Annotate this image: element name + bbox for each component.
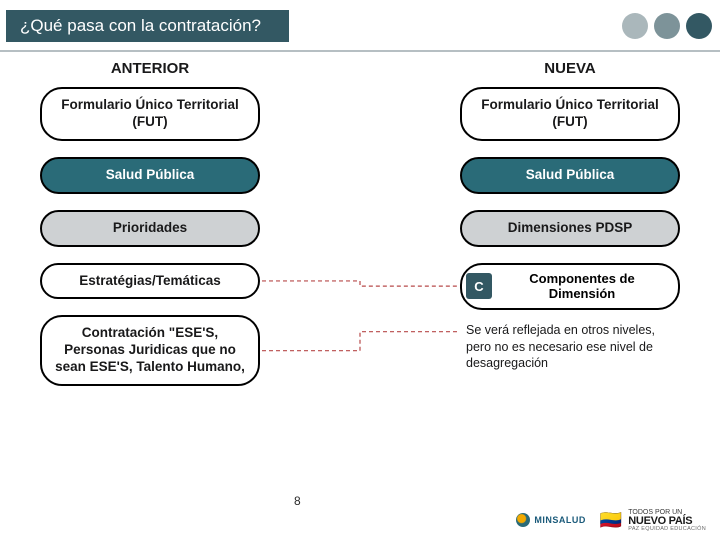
np-sub: PAZ EQUIDAD EDUCACIÓN <box>628 527 706 533</box>
pill-salud-left: Salud Pública <box>40 157 260 194</box>
dot-1 <box>622 13 648 39</box>
dot-2 <box>654 13 680 39</box>
componentes-tag: C <box>466 273 492 299</box>
pill-fut-left: Formulario Único Territorial (FUT) <box>40 87 260 141</box>
pill-fut-right: Formulario Único Territorial (FUT) <box>460 87 680 141</box>
logo-nuevopais: 🇨🇴 TODOS POR UN NUEVO PAÍS PAZ EQUIDAD E… <box>600 509 706 533</box>
pill-salud-right: Salud Pública <box>460 157 680 194</box>
pill-dimensiones: Dimensiones PDSP <box>460 210 680 247</box>
page-number: 8 <box>294 494 301 508</box>
title-bar: ¿Qué pasa con la contratación? <box>0 0 720 48</box>
decor-dots <box>622 13 712 39</box>
col-anterior: ANTERIOR Formulario Único Territorial (F… <box>30 60 270 402</box>
logo-area: MINSALUD 🇨🇴 TODOS POR UN NUEVO PAÍS PAZ … <box>516 509 706 533</box>
pill-prioridades: Prioridades <box>40 210 260 247</box>
slide-title: ¿Qué pasa con la contratación? <box>6 10 289 42</box>
col-header-nueva: NUEVA <box>544 60 595 77</box>
columns: ANTERIOR Formulario Único Territorial (F… <box>0 52 720 402</box>
col-header-anterior: ANTERIOR <box>111 60 189 77</box>
col-nueva: NUEVA Formulario Único Territorial (FUT)… <box>450 60 690 402</box>
minsalud-icon <box>516 513 530 527</box>
pill-contratacion: Contratación "ESE'S, Personas Juridicas … <box>40 315 260 386</box>
minsalud-text: MINSALUD <box>534 515 586 525</box>
logo-minsalud: MINSALUD <box>516 513 586 527</box>
dot-3 <box>686 13 712 39</box>
note-text: Se verá reflejada en otros niveles, pero… <box>460 322 680 373</box>
pill-componentes: Componentes de Dimensión <box>460 263 680 310</box>
pill-estrategias: Estratégias/Temáticas <box>40 263 260 300</box>
np-main: NUEVO PAÍS <box>628 516 706 527</box>
componentes-wrap: Componentes de Dimensión C <box>460 263 680 310</box>
flag-icon: 🇨🇴 <box>600 511 622 529</box>
